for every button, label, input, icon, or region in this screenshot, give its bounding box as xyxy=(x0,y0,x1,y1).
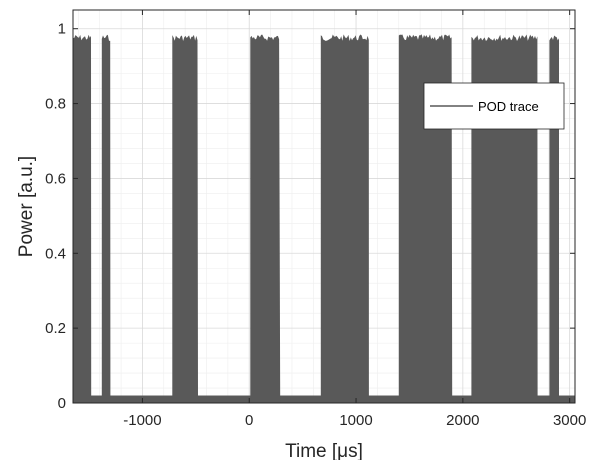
x-tick-label: 1000 xyxy=(339,412,372,429)
y-tick-label: 0.8 xyxy=(45,96,66,113)
y-tick-label: 0 xyxy=(58,395,66,412)
x-tick-label: 3000 xyxy=(553,412,586,429)
pulse-2 xyxy=(101,34,111,403)
x-axis-label: Time [μs] xyxy=(285,441,363,460)
y-axis-label: Power [a.u.] xyxy=(16,156,37,257)
x-tick-labels: -1000 0 1000 2000 3000 xyxy=(123,412,586,429)
y-tick-label: 0.2 xyxy=(45,320,66,337)
axes-box xyxy=(72,9,576,404)
x-tick-label: 2000 xyxy=(446,412,479,429)
pulse-4 xyxy=(250,34,281,403)
y-tick-labels: 0 0.2 0.4 0.6 0.8 1 xyxy=(45,21,66,412)
x-tick-label: 0 xyxy=(245,412,253,429)
legend: POD trace xyxy=(423,82,565,130)
y-tick-label: 0.6 xyxy=(45,170,66,187)
pulse-3 xyxy=(172,34,198,404)
pulse-5 xyxy=(320,34,369,404)
legend-label: POD trace xyxy=(478,99,539,114)
y-tick-label: 0.4 xyxy=(45,245,66,262)
ticks xyxy=(73,10,575,404)
pulse-1 xyxy=(73,34,92,404)
x-tick-label: -1000 xyxy=(123,412,161,429)
y-tick-label: 1 xyxy=(58,21,66,38)
